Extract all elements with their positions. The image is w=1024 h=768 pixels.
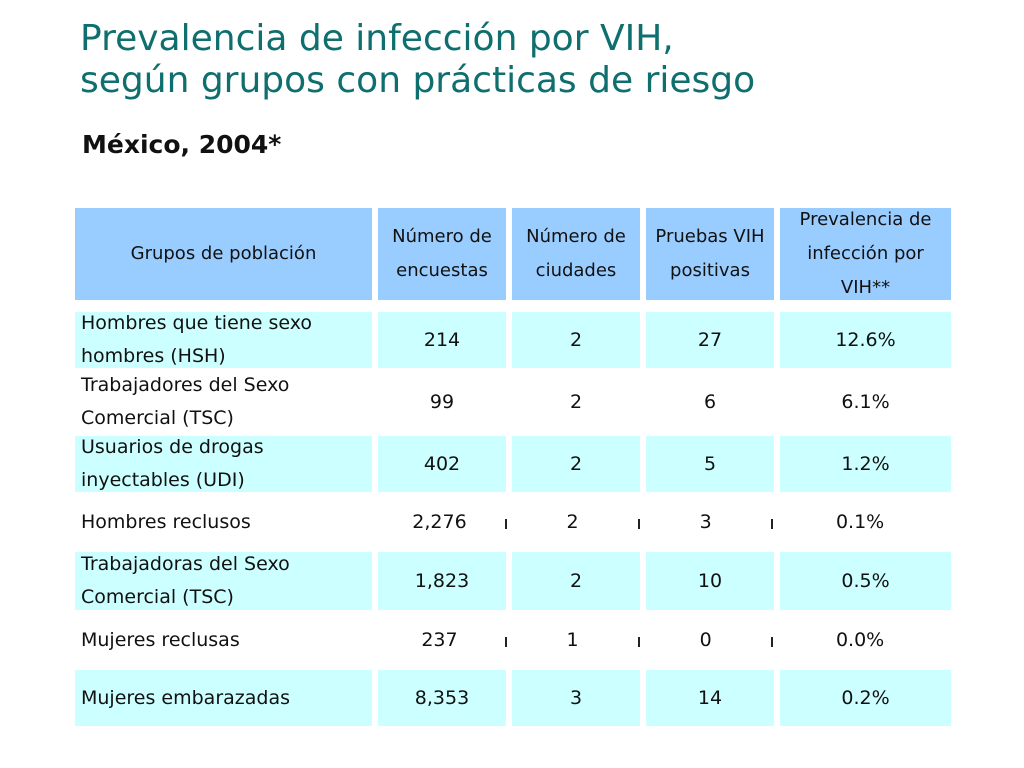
cell-positive: 10 — [646, 552, 774, 610]
table-body: Hombres que tiene sexo hombres (HSH) 214 2… — [75, 312, 951, 726]
separator-tick — [638, 637, 640, 647]
cell-cities: 1 — [509, 616, 637, 664]
cell-prevalence: 0.5% — [780, 552, 951, 610]
header-prevalence: Prevalencia de infección por VIH** — [780, 208, 951, 300]
cell-group: Trabajadores del Sexo Comercial (TSC) — [75, 374, 372, 430]
separator-tick — [771, 519, 773, 529]
cell-positive: 5 — [646, 436, 774, 492]
prevalence-table: Grupos de población Número de encuestas … — [75, 208, 951, 726]
separator-tick — [771, 637, 773, 647]
table-row: Hombres que tiene sexo hombres (HSH) 214 2… — [75, 312, 951, 368]
cell-group: Mujeres embarazadas — [75, 670, 372, 726]
cell-cities: 2 — [512, 374, 640, 430]
cell-cities: 2 — [512, 436, 640, 492]
cell-cities: 2 — [509, 498, 637, 546]
cell-surveys: 214 — [378, 312, 506, 368]
table-row: Mujeres reclusas 237 1 0 0.0% — [75, 616, 951, 664]
cell-group: Hombres que tiene sexo hombres (HSH) — [75, 312, 372, 368]
cell-positive: 0 — [642, 616, 770, 664]
cell-cities: 3 — [512, 670, 640, 726]
header-surveys: Número de encuestas — [378, 208, 506, 300]
table-row: Hombres reclusos 2,276 2 3 0.1% — [75, 498, 951, 546]
cell-group: Hombres reclusos — [75, 498, 370, 546]
cell-positive: 14 — [646, 670, 774, 726]
cell-positive: 3 — [642, 498, 770, 546]
cell-group: Usuarios de drogas inyectables (UDI) — [75, 436, 372, 492]
cell-group: Mujeres reclusas — [75, 616, 370, 664]
slide-subtitle: México, 2004* — [82, 130, 282, 159]
separator-tick — [505, 519, 507, 529]
cell-prevalence: 0.2% — [780, 670, 951, 726]
title-line-2: según grupos con prácticas de riesgo — [80, 60, 756, 101]
cell-surveys: 237 — [375, 616, 504, 664]
cell-surveys: 2,276 — [375, 498, 504, 546]
cell-cities: 2 — [512, 552, 640, 610]
cell-positive: 6 — [646, 374, 774, 430]
cell-surveys: 99 — [378, 374, 506, 430]
cell-prevalence: 0.0% — [775, 616, 945, 664]
cell-prevalence: 0.1% — [775, 498, 945, 546]
table-row: Trabajadores del Sexo Comercial (TSC) 99 2… — [75, 374, 951, 430]
title-line-1: Prevalencia de infección por VIH, — [80, 18, 674, 59]
cell-prevalence: 12.6% — [780, 312, 951, 368]
cell-prevalence: 6.1% — [780, 374, 951, 430]
cell-surveys: 1,823 — [378, 552, 506, 610]
cell-surveys: 402 — [378, 436, 506, 492]
separator-tick — [638, 519, 640, 529]
cell-cities: 2 — [512, 312, 640, 368]
slide-title: Prevalencia de infección por VIH, según … — [80, 18, 980, 102]
table-row: Usuarios de drogas inyectables (UDI) 402 2… — [75, 436, 951, 492]
cell-surveys: 8,353 — [378, 670, 506, 726]
header-cities: Número de ciudades — [512, 208, 640, 300]
header-group: Grupos de población — [75, 208, 372, 300]
table-row: Trabajadoras del Sexo Comercial (TSC) 1,8… — [75, 552, 951, 610]
header-positive: Pruebas VIH positivas — [646, 208, 774, 300]
separator-tick — [505, 637, 507, 647]
cell-positive: 27 — [646, 312, 774, 368]
table-header-row: Grupos de población Número de encuestas … — [75, 208, 951, 300]
table-row: Mujeres embarazadas 8,353 3 14 0.2% — [75, 670, 951, 726]
cell-prevalence: 1.2% — [780, 436, 951, 492]
cell-group: Trabajadoras del Sexo Comercial (TSC) — [75, 552, 372, 610]
